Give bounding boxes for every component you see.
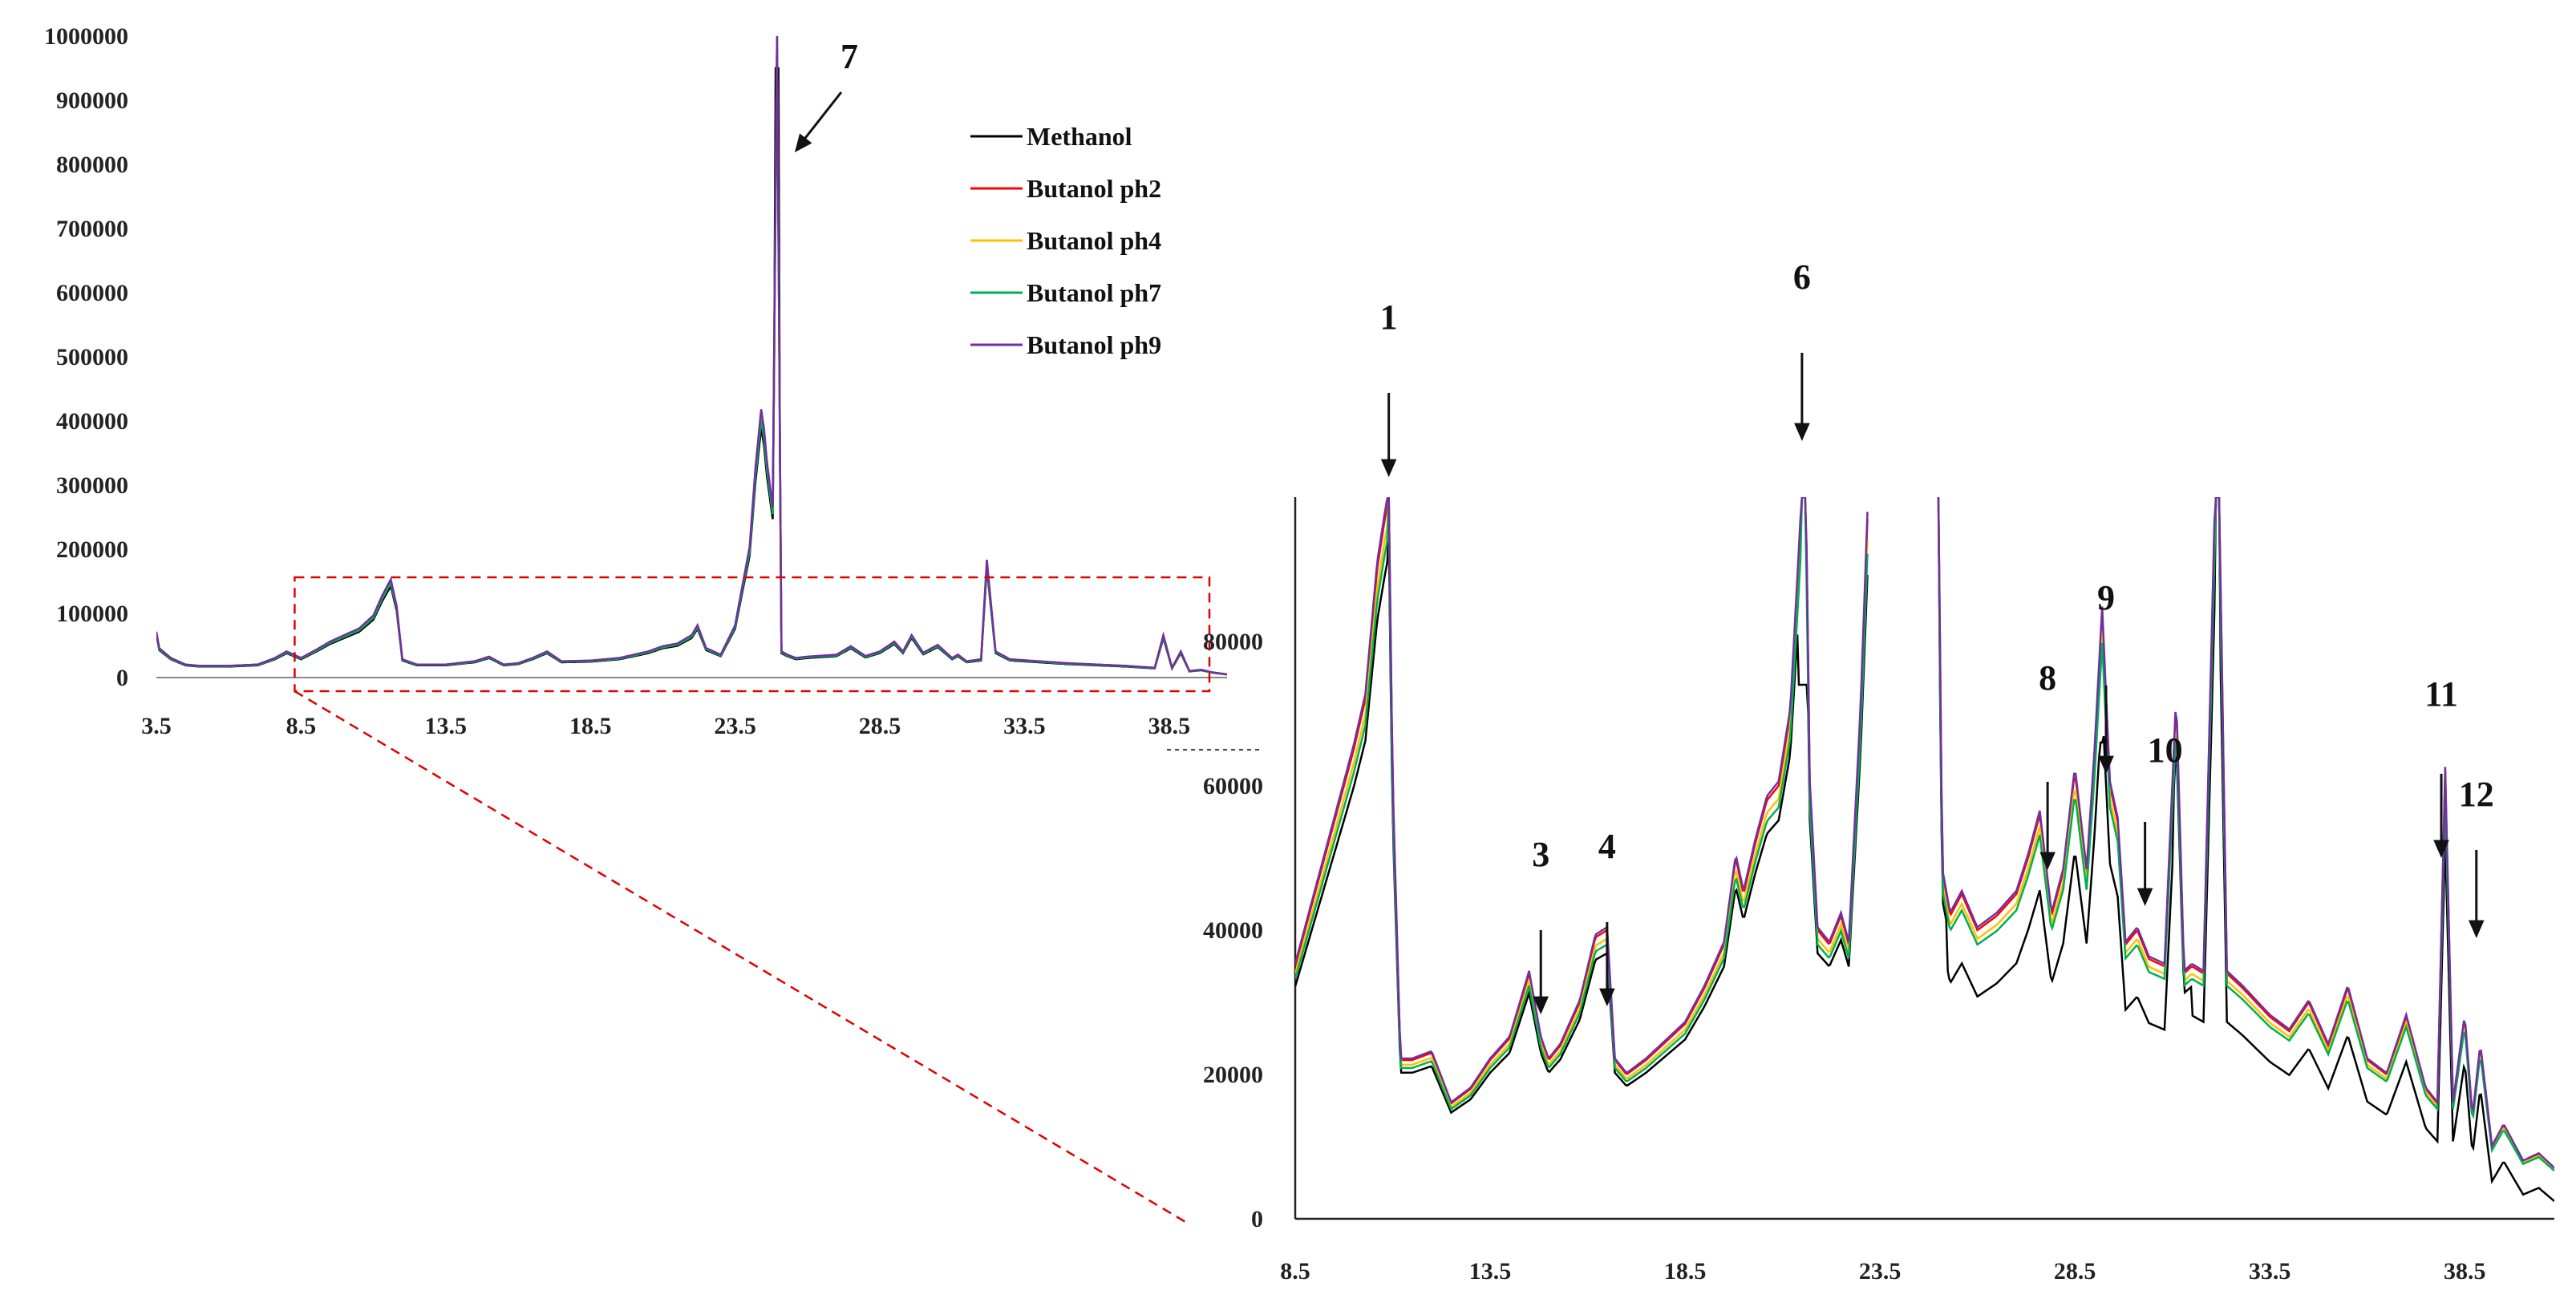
overview-x-tick: 3.5	[141, 713, 172, 739]
overview-y-tick: 900000	[56, 87, 128, 114]
zoom-connector	[294, 690, 1188, 1224]
overview-y-tick: 100000	[56, 601, 128, 627]
peak-label-3: 3	[1532, 835, 1549, 874]
zoom-y-tick: 80000	[1203, 629, 1263, 655]
peak-label-8: 8	[2039, 658, 2056, 698]
overview-x-tick: 18.5	[569, 713, 612, 739]
zoom-x-tick: 13.5	[1469, 1258, 1512, 1285]
peak-label-6: 6	[1793, 257, 1811, 297]
peak-arrowhead-9	[2098, 755, 2114, 774]
zoom-series-line	[1295, 532, 1869, 1115]
zoom-x-tick: 8.5	[1280, 1258, 1310, 1285]
zoom-series-line	[1295, 497, 1869, 1104]
peak-arrowhead-10	[2137, 888, 2153, 906]
peak-arrowhead-4	[1599, 988, 1615, 1006]
zoom-y-tick: 60000	[1203, 773, 1263, 799]
zoom-series-line	[1937, 497, 2554, 1169]
zoom-series-line	[1937, 497, 2554, 1171]
zoom-series-line	[1937, 497, 2554, 1169]
legend-label: Methanol	[1027, 122, 1132, 151]
zoom-y-tick: 0	[1251, 1206, 1263, 1232]
zoom-y-tick: 40000	[1203, 917, 1263, 944]
overview-y-tick: 600000	[56, 280, 128, 306]
peak-arrowhead-12	[2468, 920, 2485, 938]
overview-y-tick: 800000	[56, 152, 128, 178]
overview-series-line	[156, 36, 1227, 676]
peak-arrowhead-7	[794, 133, 812, 152]
peak-label-4: 4	[1598, 827, 1616, 866]
overview-y-tick: 200000	[56, 536, 128, 563]
zoom-series-line	[1937, 497, 2554, 1172]
overview-y-tick: 500000	[56, 344, 128, 370]
legend-label: Butanol ph7	[1027, 278, 1161, 307]
overview-y-tick: 400000	[56, 408, 128, 435]
peak-arrowhead-11	[2433, 840, 2449, 858]
peak-label-10: 10	[2148, 730, 2183, 770]
zoom-region-box	[294, 576, 1211, 693]
peak-arrowhead-3	[1533, 996, 1549, 1014]
overview-x-tick: 28.5	[859, 713, 901, 739]
peak-arrowhead-8	[2039, 852, 2056, 870]
overview-x-tick: 33.5	[1003, 713, 1046, 739]
peak-label-7: 7	[840, 37, 858, 76]
peak-label-12: 12	[2459, 775, 2494, 814]
legend-label: Butanol ph4	[1027, 226, 1161, 255]
zoom-x-tick: 28.5	[2054, 1258, 2096, 1285]
legend-label: Butanol ph2	[1027, 174, 1161, 203]
overview-x-tick: 38.5	[1148, 713, 1191, 739]
peak-label-9: 9	[2097, 578, 2115, 617]
overview-x-tick: 8.5	[286, 713, 317, 739]
zoom-y-tick: 20000	[1203, 1062, 1263, 1088]
zoom-x-tick: 38.5	[2444, 1258, 2486, 1285]
peak-label-1: 1	[1380, 297, 1398, 337]
legend-label: Butanol ph9	[1027, 330, 1161, 359]
peak-arrowhead-1	[1380, 459, 1397, 477]
zoom-x-tick: 23.5	[1859, 1258, 1902, 1285]
overview-y-tick: 1000000	[44, 23, 128, 50]
zoom-chart: 0 20000 40000 60000 80000 8.5 13.5 18.5 23.5 28.5…	[1167, 257, 2554, 1285]
overview-y-tick: 300000	[56, 472, 128, 499]
overview-y-tick: 0	[116, 665, 128, 691]
zoom-x-tick: 18.5	[1664, 1258, 1707, 1285]
overview-x-tick: 13.5	[425, 713, 468, 739]
overview-y-tick: 700000	[56, 216, 128, 242]
peak-arrowhead-6	[1794, 423, 1810, 441]
legend: Methanol Butanol ph2 Butanol ph4 Butanol ph…	[970, 122, 1161, 359]
zoom-connector-line	[294, 690, 1188, 1224]
overview-series-line	[156, 67, 1227, 676]
overview-chart: 0 100000 200000 300000 400000 500000 600000 700…	[44, 23, 1227, 739]
peak-label-11: 11	[2424, 674, 2458, 714]
overview-x-tick: 23.5	[714, 713, 756, 739]
zoom-x-tick: 33.5	[2249, 1258, 2291, 1285]
